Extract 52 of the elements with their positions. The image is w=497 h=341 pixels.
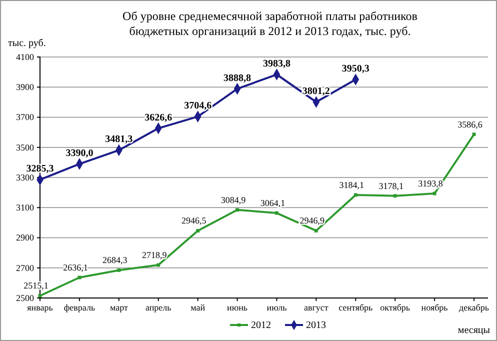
y-tick-label: 3700 <box>16 112 34 122</box>
y-tick-label: 2900 <box>16 232 34 243</box>
point <box>274 211 278 215</box>
y-tick-label: 3100 <box>16 202 34 213</box>
y-tick-label: 3300 <box>16 172 34 182</box>
data-label: 3184,1 <box>339 180 364 190</box>
data-label: 3950,3 <box>342 64 370 75</box>
y-tick-label: 3900 <box>16 82 34 92</box>
data-label: 3626,6 <box>144 112 172 124</box>
data-label: 3064,1 <box>260 198 286 208</box>
y-tick-label: 4100 <box>16 52 34 62</box>
data-label: 2636,1 <box>63 262 88 272</box>
data-label: 3390,0 <box>66 148 94 159</box>
y-tick-label: 3500 <box>16 142 34 152</box>
data-label: 3888,8 <box>224 72 252 84</box>
x-tick-label: июль <box>266 302 287 312</box>
x-tick-label: сентябрь <box>338 302 373 312</box>
point <box>354 193 358 197</box>
data-label: 3586,6 <box>458 119 483 130</box>
data-label: 3178,1 <box>378 180 404 191</box>
chart-title: Об уровне среднемесячной заработной платы работников бюджетных организаций в 2012 и 2013 годах, тыс. руб. <box>122 9 418 38</box>
legend-label: 2013 <box>306 320 326 331</box>
data-label: 2718,9 <box>142 250 168 260</box>
data-label: 3983,8 <box>262 58 290 70</box>
y-tick-label: 2500 <box>16 292 34 303</box>
data-label: 3084,9 <box>220 194 246 205</box>
x-tick-label: октябрь <box>380 302 410 312</box>
x-tick-label: август <box>304 302 328 312</box>
x-tick-label: январь <box>27 302 53 312</box>
x-tick-label: ноябрь <box>421 302 448 312</box>
point <box>196 229 200 232</box>
x-tick-label: февраль <box>64 302 96 312</box>
data-label: 3801,2 <box>302 86 330 98</box>
data-label: 2946,5 <box>181 216 207 226</box>
data-label: 3481,3 <box>105 134 133 146</box>
data-label: 2684,3 <box>102 255 128 266</box>
x-tick-label: декабрь <box>459 302 489 312</box>
point <box>393 194 397 198</box>
data-label: 2946,9 <box>300 216 326 226</box>
x-tick-label: март <box>110 302 128 312</box>
point <box>117 268 121 272</box>
y-axis-title: тыс. руб. <box>8 38 46 49</box>
x-tick-label: май <box>190 302 206 312</box>
point <box>236 208 240 212</box>
y-tick-label: 2700 <box>16 262 34 273</box>
x-tick-label: апрель <box>145 302 172 312</box>
legend-label: 2012 <box>251 320 271 331</box>
point <box>314 228 318 232</box>
x-axis-title: месяцы <box>458 325 490 336</box>
point <box>156 263 160 267</box>
data-label: 3704,6 <box>184 100 212 112</box>
x-tick-label: июнь <box>227 302 248 312</box>
